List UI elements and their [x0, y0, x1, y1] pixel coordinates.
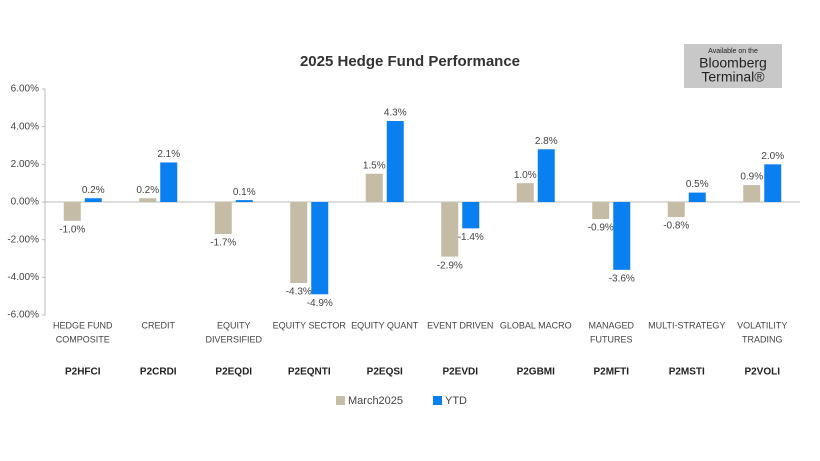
- x-tick-label: MULTI-STRATEGY: [648, 320, 725, 330]
- value-label: 4.3%: [384, 108, 407, 119]
- bar: [139, 198, 157, 202]
- x-tick-label: MANAGED: [588, 320, 634, 330]
- value-label: -2.9%: [437, 260, 463, 271]
- bar: [63, 202, 81, 221]
- bar: [516, 183, 534, 202]
- y-tick-label: -4.00%: [7, 272, 39, 283]
- value-label: 0.1%: [233, 187, 256, 198]
- fund-code: P2VOLI: [744, 367, 780, 378]
- value-label: -4.9%: [307, 298, 333, 309]
- bar: [290, 202, 308, 283]
- bar: [235, 200, 253, 202]
- value-label: -3.6%: [609, 273, 635, 284]
- badge-text: Available on the: [708, 48, 758, 55]
- fund-code: P2HFCI: [65, 367, 101, 378]
- fund-code: P2EVDI: [442, 367, 478, 378]
- bar: [441, 202, 459, 257]
- value-label: 1.5%: [363, 160, 386, 171]
- value-label: 0.2%: [136, 185, 159, 196]
- y-tick-label: 4.00%: [11, 121, 39, 132]
- y-tick-label: 0.00%: [11, 197, 39, 208]
- legend-label: March2025: [348, 395, 403, 407]
- fund-code: P2EQSI: [367, 367, 403, 378]
- x-tick-label: GLOBAL MACRO: [500, 320, 572, 330]
- x-tick-label: FUTURES: [590, 334, 633, 344]
- y-tick-label: -2.00%: [7, 234, 39, 245]
- y-tick-label: 6.00%: [11, 84, 39, 95]
- bar: [311, 202, 329, 295]
- bar: [743, 185, 761, 202]
- value-label: -1.7%: [210, 238, 236, 249]
- x-tick-label: DIVERSIFIED: [205, 334, 262, 344]
- x-tick-label: EQUITY: [217, 320, 251, 330]
- legend-swatch: [433, 396, 442, 405]
- bar: [667, 202, 685, 218]
- value-label: -0.8%: [663, 221, 689, 232]
- x-tick-label: EQUITY QUANT: [351, 320, 419, 330]
- bar: [764, 164, 782, 202]
- bar: [537, 149, 555, 202]
- value-label: 0.2%: [82, 185, 105, 196]
- x-tick-label: TRADING: [742, 334, 783, 344]
- value-label: -0.9%: [588, 223, 614, 234]
- badge-text: Bloomberg: [699, 55, 767, 71]
- bar: [688, 192, 706, 202]
- fund-code: P2EQDI: [215, 367, 252, 378]
- y-tick-label: -6.00%: [7, 310, 39, 321]
- value-label: 2.8%: [535, 136, 558, 147]
- x-tick-label: COMPOSITE: [56, 334, 110, 344]
- bar: [592, 202, 610, 219]
- y-tick-label: 2.00%: [11, 159, 39, 170]
- badge-box: [684, 44, 782, 88]
- value-label: 2.1%: [157, 149, 180, 160]
- bar: [365, 173, 383, 202]
- fund-code: P2CRDI: [140, 367, 177, 378]
- fund-code: P2GBMI: [517, 367, 556, 378]
- bar: [613, 202, 631, 270]
- fund-code: P2EQNTI: [288, 367, 331, 378]
- x-tick-label: CREDIT: [142, 320, 176, 330]
- value-label: -4.3%: [286, 287, 312, 298]
- legend-swatch: [336, 396, 345, 405]
- bar: [160, 162, 178, 202]
- x-tick-label: HEDGE FUND: [53, 320, 113, 330]
- value-label: 2.0%: [761, 151, 784, 162]
- bar: [214, 202, 232, 235]
- x-tick-label: EQUITY SECTOR: [273, 320, 347, 330]
- bar: [84, 198, 102, 202]
- bar: [462, 202, 480, 229]
- bar: [386, 121, 404, 202]
- badge-text: Terminal®: [701, 69, 765, 85]
- legend-label: YTD: [445, 395, 467, 407]
- value-label: -1.0%: [59, 224, 85, 235]
- value-label: 1.0%: [514, 170, 537, 181]
- value-label: -1.4%: [458, 232, 484, 243]
- fund-code: P2MSTI: [669, 367, 705, 378]
- x-tick-label: EVENT DRIVEN: [427, 320, 493, 330]
- value-label: 0.9%: [740, 172, 763, 183]
- x-tick-label: VOLATILITY: [737, 320, 787, 330]
- value-label: 0.5%: [686, 179, 709, 190]
- chart-title: 2025 Hedge Fund Performance: [300, 53, 520, 70]
- fund-code: P2MFTI: [593, 367, 629, 378]
